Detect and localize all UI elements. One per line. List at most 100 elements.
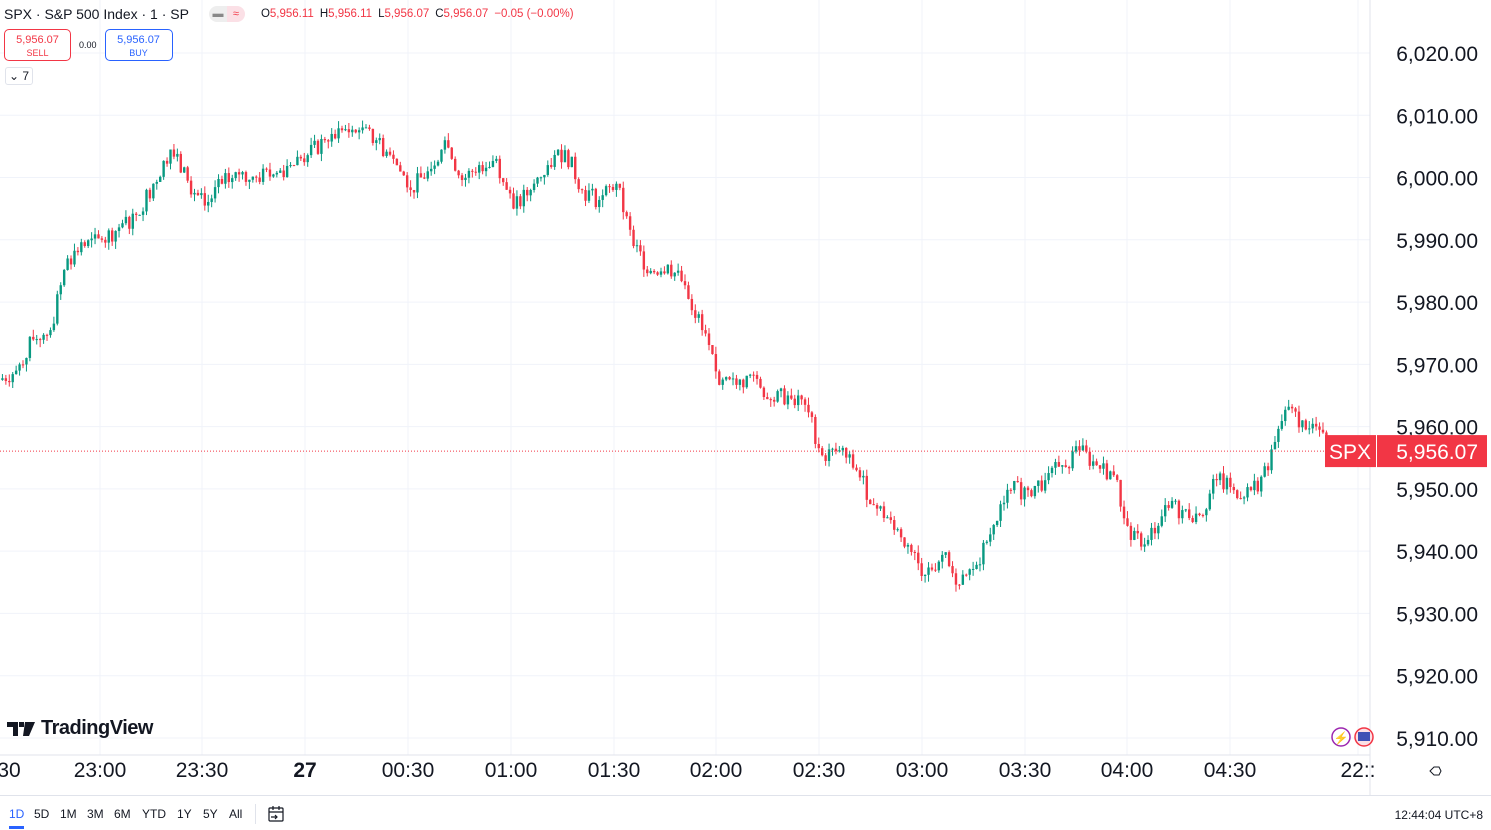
candle-body	[76, 250, 80, 253]
candle-body	[1184, 509, 1187, 511]
candle-body	[556, 149, 560, 155]
candle-body	[574, 156, 577, 180]
candle-body	[855, 467, 858, 471]
candle-body	[1242, 497, 1246, 499]
legend-pill[interactable]: ▬ ≈	[208, 6, 245, 22]
settings-icon[interactable]	[1429, 766, 1442, 776]
price-tick-label: 5,980.00	[1396, 292, 1478, 315]
range-1y[interactable]: 1Y	[177, 807, 192, 821]
range-3m[interactable]: 3M	[87, 807, 104, 821]
candle-body	[1153, 527, 1157, 534]
candle-body	[1170, 500, 1174, 508]
candle-body	[1246, 487, 1249, 498]
candle-body	[1026, 487, 1030, 491]
candle-body	[625, 212, 628, 217]
candle-body	[755, 374, 759, 379]
time-tick-label: 02:00	[690, 759, 743, 782]
candle-body	[412, 189, 416, 193]
candle-body	[584, 189, 587, 201]
candle-body	[66, 258, 69, 270]
candle-body	[505, 182, 508, 190]
range-1m[interactable]: 1M	[60, 807, 77, 821]
clock-timezone[interactable]: 12:44:04 UTC+8	[1394, 808, 1483, 822]
candle-body	[611, 186, 615, 190]
candle-body	[155, 181, 158, 184]
candle-body	[237, 172, 241, 175]
range-5d[interactable]: 5D	[34, 807, 50, 821]
time-tick-label: 02:30	[793, 759, 846, 782]
candle-body	[207, 201, 210, 206]
candle-body	[838, 450, 841, 452]
candle-body	[275, 172, 279, 175]
candle-body	[399, 165, 402, 172]
sell-button[interactable]: 5,956.07 SELL	[4, 29, 71, 61]
candle-body	[227, 173, 231, 183]
candle-body	[893, 520, 896, 530]
candle-body	[354, 129, 357, 133]
candle-body	[14, 370, 18, 375]
candle-body	[165, 160, 169, 164]
candle-body	[49, 330, 52, 336]
candle-body	[419, 173, 423, 178]
price-chart[interactable]: 6,020.00 6,010.00 5,990.00 6,000.00 5,980.00…	[0, 0, 1491, 795]
candle-body	[179, 153, 182, 173]
candle-body	[1273, 441, 1277, 450]
tradingview-logo[interactable]: TradingView	[7, 717, 153, 740]
range-5y[interactable]: 5Y	[203, 807, 218, 821]
candle-body	[1239, 498, 1242, 500]
candle-body	[313, 140, 316, 145]
candle-body	[186, 167, 189, 181]
candle-body	[982, 542, 985, 565]
indicators-toggle[interactable]: ⌄ 7	[5, 67, 33, 85]
candle-body	[1057, 462, 1061, 467]
candle-body	[1054, 462, 1057, 468]
candle-body	[1002, 502, 1006, 505]
candle-body	[652, 270, 656, 273]
change-value: −0.05 (−0.00%)	[494, 8, 574, 20]
candle-body	[21, 364, 25, 366]
range-6m[interactable]: 6M	[114, 807, 131, 821]
candle-body	[745, 375, 748, 388]
range-all[interactable]: All	[229, 807, 243, 821]
candle-body	[601, 195, 604, 200]
candle-body	[917, 552, 920, 564]
low-value: 5,956.07	[384, 8, 430, 20]
time-tick-label: 03:00	[896, 759, 949, 782]
go-to-date-icon[interactable]	[267, 805, 285, 823]
candle-body	[162, 160, 165, 177]
lightning-event-icon[interactable]	[1331, 727, 1351, 747]
candle-body	[1297, 411, 1301, 428]
candle-body	[86, 240, 90, 247]
buy-button[interactable]: 5,956.07 BUY	[104, 29, 173, 61]
candle-body	[941, 554, 944, 562]
candle-body	[899, 529, 903, 538]
candle-body	[508, 189, 512, 194]
candle-body	[649, 270, 652, 274]
candle-body	[1164, 505, 1167, 517]
candle-body	[951, 566, 954, 574]
symbol-title[interactable]: SPX · S&P 500 Index · 1 · SP	[4, 6, 189, 22]
price-tick-label: 6,020.00	[1396, 43, 1478, 66]
candle-body	[8, 380, 11, 383]
range-ytd[interactable]: YTD	[142, 807, 166, 821]
candle-body	[519, 196, 522, 207]
candle-body	[1266, 466, 1270, 471]
candle-body	[1270, 449, 1273, 471]
candle-body	[292, 165, 296, 167]
candle-body	[930, 567, 934, 570]
candle-body	[817, 443, 820, 449]
range-1d[interactable]: 1D	[9, 807, 25, 829]
candle-body	[766, 397, 769, 400]
candle-body	[824, 455, 827, 461]
candle-body	[1201, 515, 1205, 517]
candle-body	[357, 130, 361, 133]
candle-body	[536, 177, 539, 184]
lightning-glyph: ⚡	[1334, 731, 1349, 745]
candle-body	[958, 584, 961, 586]
tradingview-logo-icon	[7, 721, 35, 736]
candle-body	[1229, 477, 1232, 488]
candle-body	[282, 170, 285, 178]
candle-body	[680, 270, 683, 282]
candle-body	[1174, 500, 1177, 502]
time-tick-label: 01:30	[588, 759, 641, 782]
